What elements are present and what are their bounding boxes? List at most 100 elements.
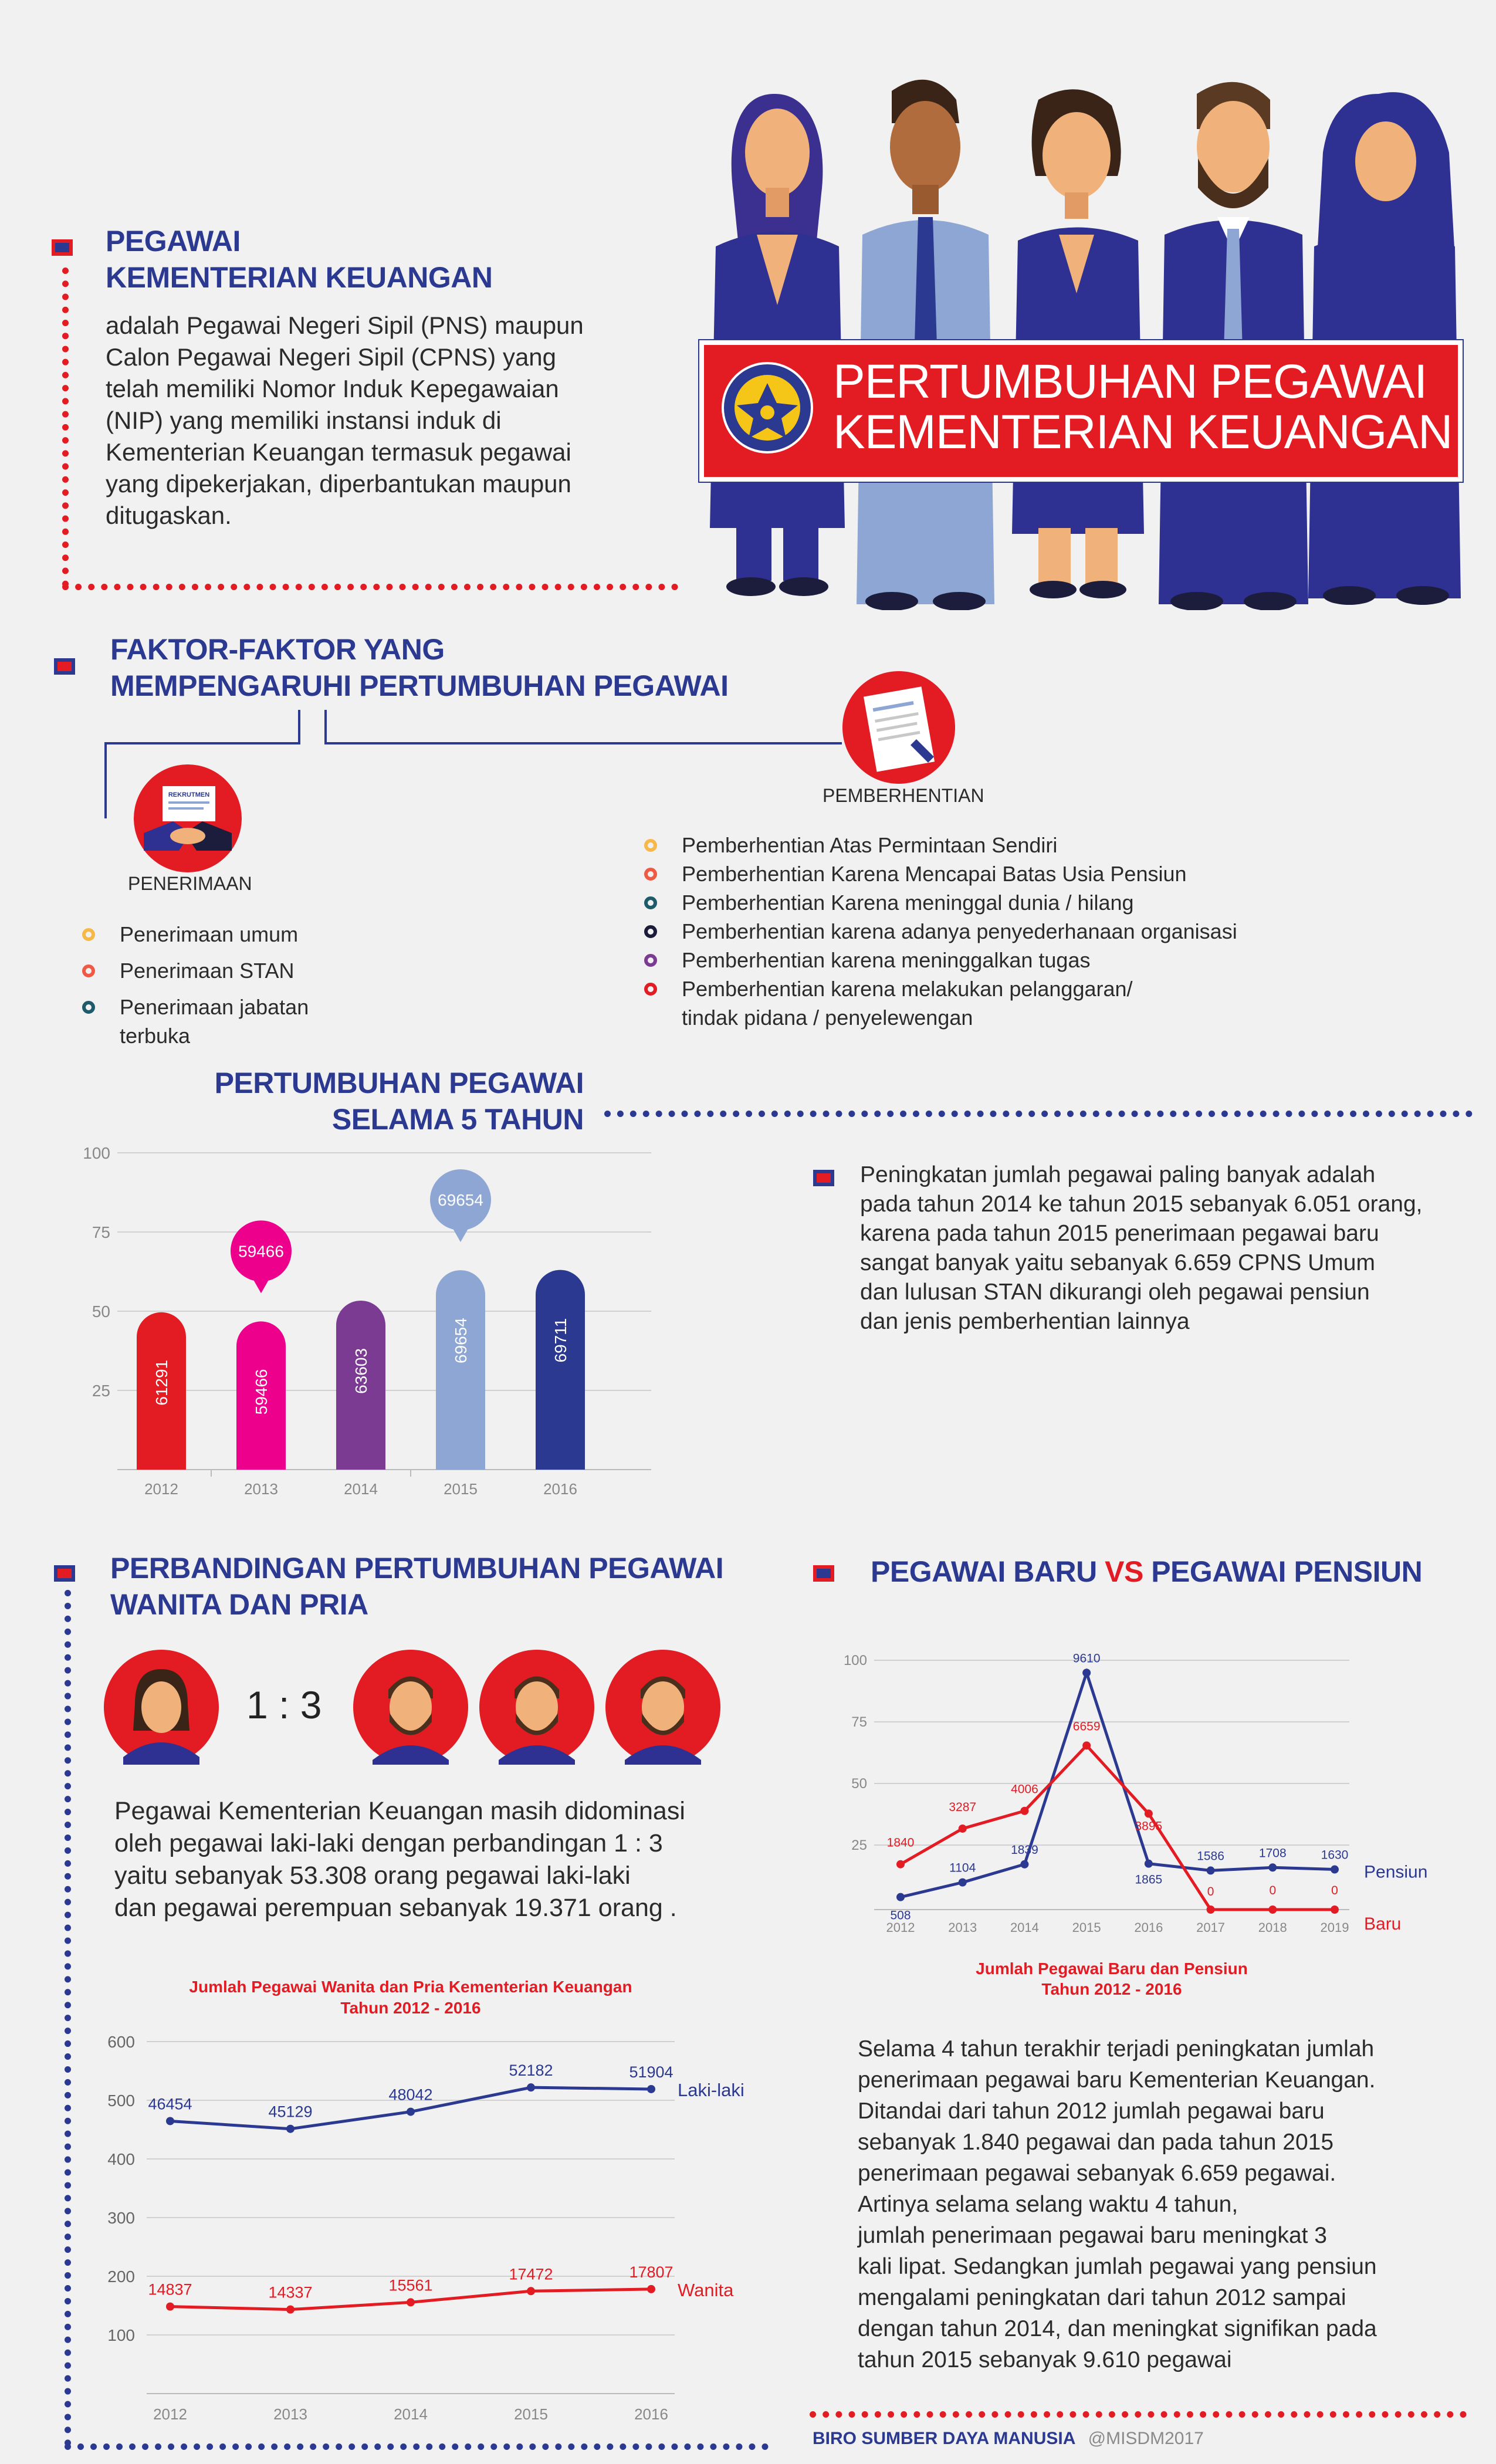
bar-value-label: 69711 [551,1318,570,1363]
x-tick-label: 2014 [1010,1920,1039,1935]
pemberhentian-label: PEMBERHENTIAN [823,785,984,806]
male-avatar-icon [353,1650,468,1765]
bar [536,1270,585,1470]
data-label: 1865 [1135,1873,1162,1887]
bar [436,1270,485,1470]
legend-series-label: Baru [1364,1914,1401,1934]
data-label: 0 [1331,1884,1338,1897]
footer-handle: @MISDM2017 [1088,2429,1204,2448]
bar [236,1321,286,1470]
bullet-icon [644,896,657,909]
section-title-pegawai: PEGAWAI KEMENTERIAN KEUANGAN [106,225,493,294]
dotted-divider [65,2443,769,2450]
banner-title: PERTUMBUHAN PEGAWAI KEMENTERIAN KEUANGAN [833,355,1453,459]
list-item: Pemberhentian karena meninggalkan tugas [644,946,1237,974]
x-tick-label: 2013 [948,1920,977,1935]
gender-description: Pegawai Kementerian Keuangan masih didom… [114,1797,685,1922]
data-point [1331,1865,1339,1874]
x-tick-label: 2019 [1321,1920,1349,1935]
data-point [896,1893,905,1901]
growth-bar-chart: 100 75 50 25 61291 2012 59466 2013 63603 2014 6965… [83,1144,651,1498]
bubble-value-label: 59466 [238,1242,284,1260]
pemberhentian-list: Pemberhentian Atas Permintaan Sendiri Pe… [644,831,1237,1032]
data-point [1206,1905,1215,1914]
legend-series-label: Laki-laki [678,2080,744,2100]
legend-series-label: Wanita [678,2280,734,2300]
data-label: 48042 [388,2086,432,2104]
x-tick-label: 2015 [1072,1920,1101,1935]
data-label: 46454 [148,2095,192,2113]
series-line [899,1743,1335,1911]
data-label: 1586 [1197,1849,1224,1863]
list-item: Penerimaan jabatan terbuka [82,993,366,1050]
list-item: Pemberhentian Atas Permintaan Sendiri [644,831,1237,859]
x-tick-label: 2014 [394,2405,428,2423]
employees-illustration [710,79,1461,610]
bullet-icon [82,928,95,941]
chart-title: Jumlah Pegawai Baru dan Pensiun [976,1959,1248,1978]
data-label: 45129 [268,2103,312,2121]
x-tick-label: 2013 [244,1480,278,1498]
male-avatar-icon [605,1650,720,1765]
x-tick-label: 2012 [153,2405,187,2423]
data-point [166,2117,174,2125]
list-item: Penerimaan STAN [82,956,366,985]
data-label: 14337 [268,2284,312,2301]
value-bubble [231,1220,292,1282]
data-label: 9610 [1073,1651,1101,1665]
x-tick-label: 2013 [273,2405,307,2423]
x-tick-label: 2016 [634,2405,668,2423]
data-label: 0 [1269,1884,1276,1897]
y-tick-label: 300 [107,2209,135,2227]
data-label: 15561 [388,2276,432,2294]
section-title-new-vs-retire: PEGAWAI BARU VS PEGAWAI PENSIUN [871,1555,1423,1588]
data-label: 3895 [1135,1819,1162,1833]
data-label: 508 [890,1909,911,1923]
data-point [1331,1905,1339,1914]
recruitment-icon: REKRUTMEN [134,764,242,872]
legend-series-label: Pensiun [1364,1863,1427,1882]
data-label: 0 [1207,1885,1214,1898]
male-avatar-icon [479,1650,594,1765]
list-item: Pemberhentian karena adanya penyederhana… [644,917,1237,946]
bar [336,1300,385,1470]
y-tick-label: 500 [107,2091,135,2110]
data-label: 52182 [509,2062,553,2079]
data-point [1206,1866,1215,1875]
bar [137,1312,186,1470]
penerimaan-list: Penerimaan umum Penerimaan STAN Penerima… [82,920,366,1050]
data-label: 1104 [949,1861,976,1875]
data-point [407,2298,415,2307]
list-item: Pemberhentian Karena Mencapai Batas Usia… [644,859,1237,888]
data-label: 17807 [629,2263,673,2281]
data-label: 14837 [148,2281,192,2299]
dotted-divider [65,1590,71,2446]
gender-ratio-avatars [104,1650,720,1765]
y-tick-label: 25 [851,1837,867,1853]
value-bubble-tail [252,1277,270,1294]
data-point [527,2083,535,2092]
data-label: 1839 [1011,1843,1038,1857]
gender-ratio: 1 : 3 [246,1683,322,1727]
y-tick-label: 100 [844,1653,867,1668]
dotted-divider [62,268,69,587]
list-item: Pemberhentian karena melakukan pelanggar… [644,974,1237,1003]
connector-lines [104,710,842,818]
y-tick-label: 600 [107,2033,135,2051]
x-tick-label: 2014 [344,1480,378,1498]
data-point [1268,1863,1277,1872]
x-tick-label: 2012 [144,1480,178,1498]
data-point [1082,1668,1091,1677]
section-marker-icon [52,239,73,256]
data-point [1082,1741,1091,1750]
data-point [286,2124,295,2133]
data-label: 4006 [1011,1783,1038,1796]
definition-text: adalah Pegawai Negeri Sipil (PNS) maupun… [106,312,584,529]
new-vs-retire-line-chart: 100 75 50 25 2012 2013 2014 2015 2016 2017 2018 201… [844,1651,1427,1998]
bar-value-label: 59466 [252,1369,270,1414]
section-title-growth: PERTUMBUHAN PEGAWAI SELAMA 5 TAHUN [214,1067,584,1136]
data-label: 1840 [887,1836,915,1850]
data-label: 1630 [1321,1849,1349,1862]
list-item: tindak pidana / penyelewengan [644,1003,1237,1032]
bar-value-label: 69654 [452,1318,470,1363]
